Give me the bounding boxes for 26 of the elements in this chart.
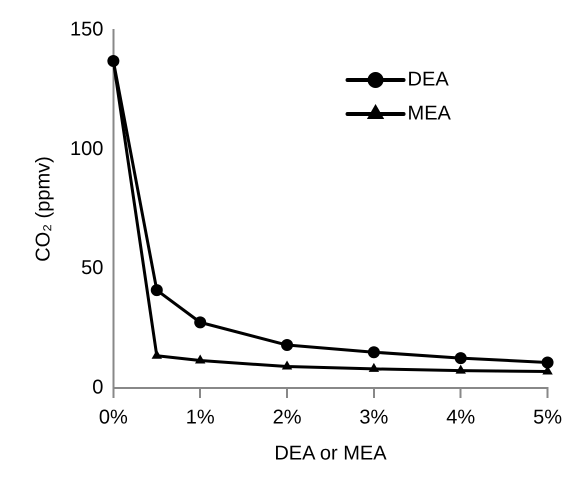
y-tick-label: 0: [92, 376, 104, 399]
point: [150, 284, 163, 296]
point: [368, 346, 380, 358]
y-tick-label: 100: [70, 138, 104, 160]
x-tick-label: 4%: [446, 406, 476, 429]
x-axis-title: DEA or MEA: [274, 442, 388, 465]
legend-label: DEA: [408, 68, 450, 91]
point: [282, 360, 292, 370]
point: [107, 55, 120, 68]
x-tick-label: 1%: [186, 406, 215, 429]
y-tick-label: 50: [81, 257, 104, 280]
y-tick-label: 150: [70, 18, 104, 41]
point: [281, 339, 294, 352]
point: [152, 350, 162, 359]
legend-label: MEA: [408, 102, 452, 125]
x-tick-label: 3%: [359, 406, 389, 429]
point: [194, 316, 206, 328]
point: [454, 352, 467, 364]
point: [456, 364, 466, 374]
x-tick-label: 2%: [272, 406, 302, 429]
point: [195, 354, 206, 364]
point: [368, 362, 380, 372]
y-axis-title: CO₂ (ppmv): [32, 156, 55, 262]
x-tick-label: 5%: [533, 406, 562, 429]
x-tick-label: 0%: [98, 406, 128, 429]
point: [542, 356, 554, 368]
